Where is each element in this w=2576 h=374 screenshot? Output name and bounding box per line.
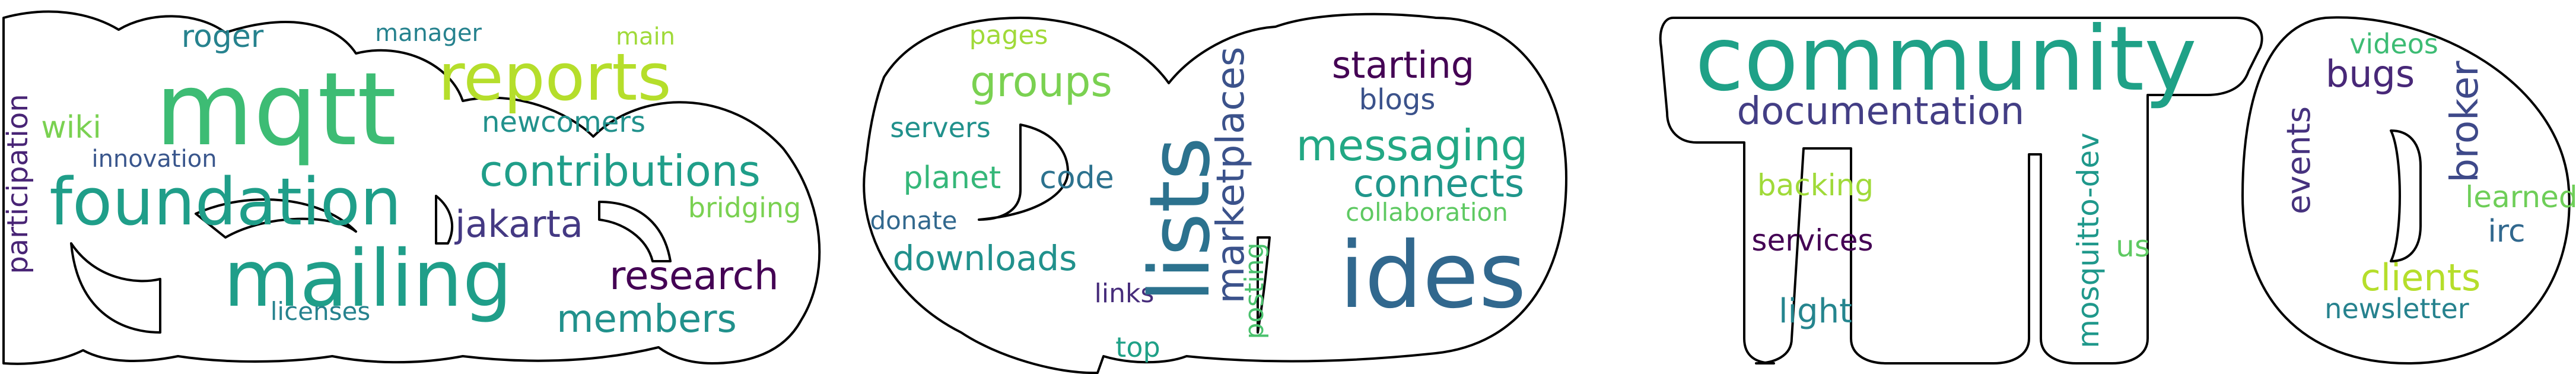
word-us: us xyxy=(2116,229,2150,264)
word-jakarta: jakarta xyxy=(455,202,583,246)
word-bugs: bugs xyxy=(2325,52,2415,96)
word-mailing: mailing xyxy=(223,233,513,325)
word-members: members xyxy=(556,297,737,341)
word-broker: broker xyxy=(2443,61,2487,183)
word-clients: clients xyxy=(2360,256,2481,299)
word-top: top xyxy=(1115,331,1160,363)
word-wiki: wiki xyxy=(41,110,101,145)
word-research: research xyxy=(609,253,779,299)
word-mqtt: mqtt xyxy=(155,51,397,169)
word-innovation: innovation xyxy=(91,145,217,173)
word-irc: irc xyxy=(2488,214,2526,249)
word-videos: videos xyxy=(2349,28,2438,60)
word-messaging: messaging xyxy=(1296,121,1528,170)
word-contributions: contributions xyxy=(479,146,761,196)
word-community: community xyxy=(1695,8,2197,111)
word-documentation: documentation xyxy=(1737,90,2025,134)
word-foundation: foundation xyxy=(49,164,402,240)
word-connects: connects xyxy=(1353,162,1525,206)
word-reports: reports xyxy=(438,39,672,115)
word-services: services xyxy=(1751,223,1874,258)
word-posting: posting xyxy=(1239,242,1270,340)
word-groups: groups xyxy=(970,58,1112,106)
word-bridging: bridging xyxy=(688,192,802,224)
word-newcomers: newcomers xyxy=(482,106,645,139)
word-learned: learned xyxy=(2465,180,2576,214)
word-servers: servers xyxy=(890,112,991,144)
word-manager: manager xyxy=(375,20,482,47)
word-blogs: blogs xyxy=(1359,83,1436,116)
word-light: light xyxy=(1778,292,1853,331)
word-starting: starting xyxy=(1331,43,1475,87)
word-events: events xyxy=(2280,106,2317,214)
word-downloads: downloads xyxy=(892,238,1077,278)
word-roger: roger xyxy=(181,19,264,55)
word-code: code xyxy=(1039,160,1114,196)
word-pages: pages xyxy=(969,20,1048,50)
word-participation: participation xyxy=(1,94,34,274)
word-collaboration: collaboration xyxy=(1346,198,1508,227)
word-newsletter: newsletter xyxy=(2324,293,2469,325)
word-ides: ides xyxy=(1339,223,1526,329)
word-licenses: licenses xyxy=(270,297,371,326)
word-links: links xyxy=(1094,278,1155,309)
word-planet: planet xyxy=(903,160,1001,196)
word-backing: backing xyxy=(1757,168,1874,202)
word-mosquitto-dev: mosquitto-dev xyxy=(2071,132,2106,348)
word-donate: donate xyxy=(870,206,958,235)
word-main: main xyxy=(616,23,675,50)
